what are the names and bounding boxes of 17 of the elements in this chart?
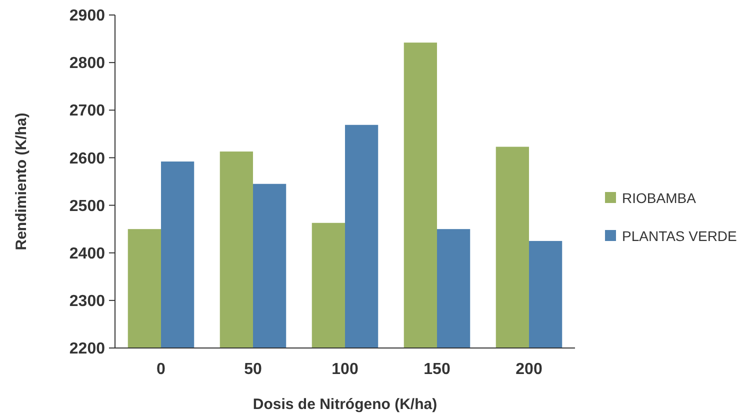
legend-label: PLANTAS VERDE xyxy=(622,228,737,244)
y-tick-label: 2400 xyxy=(69,245,106,262)
y-tick-label: 2800 xyxy=(69,55,106,72)
y-tick-label: 2700 xyxy=(69,102,106,120)
legend-label: RIOBAMBA xyxy=(622,190,697,206)
x-axis-title: Dosis de Nitrógeno (K/ha) xyxy=(252,396,438,413)
y-tick-label: 2200 xyxy=(69,340,106,358)
y-tick-label: 2600 xyxy=(69,150,106,168)
y-tick-label: 2900 xyxy=(69,8,106,25)
y-axis-title: Rendimiento (K/ha) xyxy=(13,112,30,250)
x-tick-label: 150 xyxy=(424,361,450,378)
x-tick-label: 200 xyxy=(516,361,542,378)
y-tick-label: 2500 xyxy=(69,198,106,215)
y-tick-label: 2300 xyxy=(69,293,106,310)
x-tick-label: 0 xyxy=(156,361,166,378)
x-tick-label: 100 xyxy=(332,361,358,378)
x-tick-label: 50 xyxy=(244,361,262,378)
